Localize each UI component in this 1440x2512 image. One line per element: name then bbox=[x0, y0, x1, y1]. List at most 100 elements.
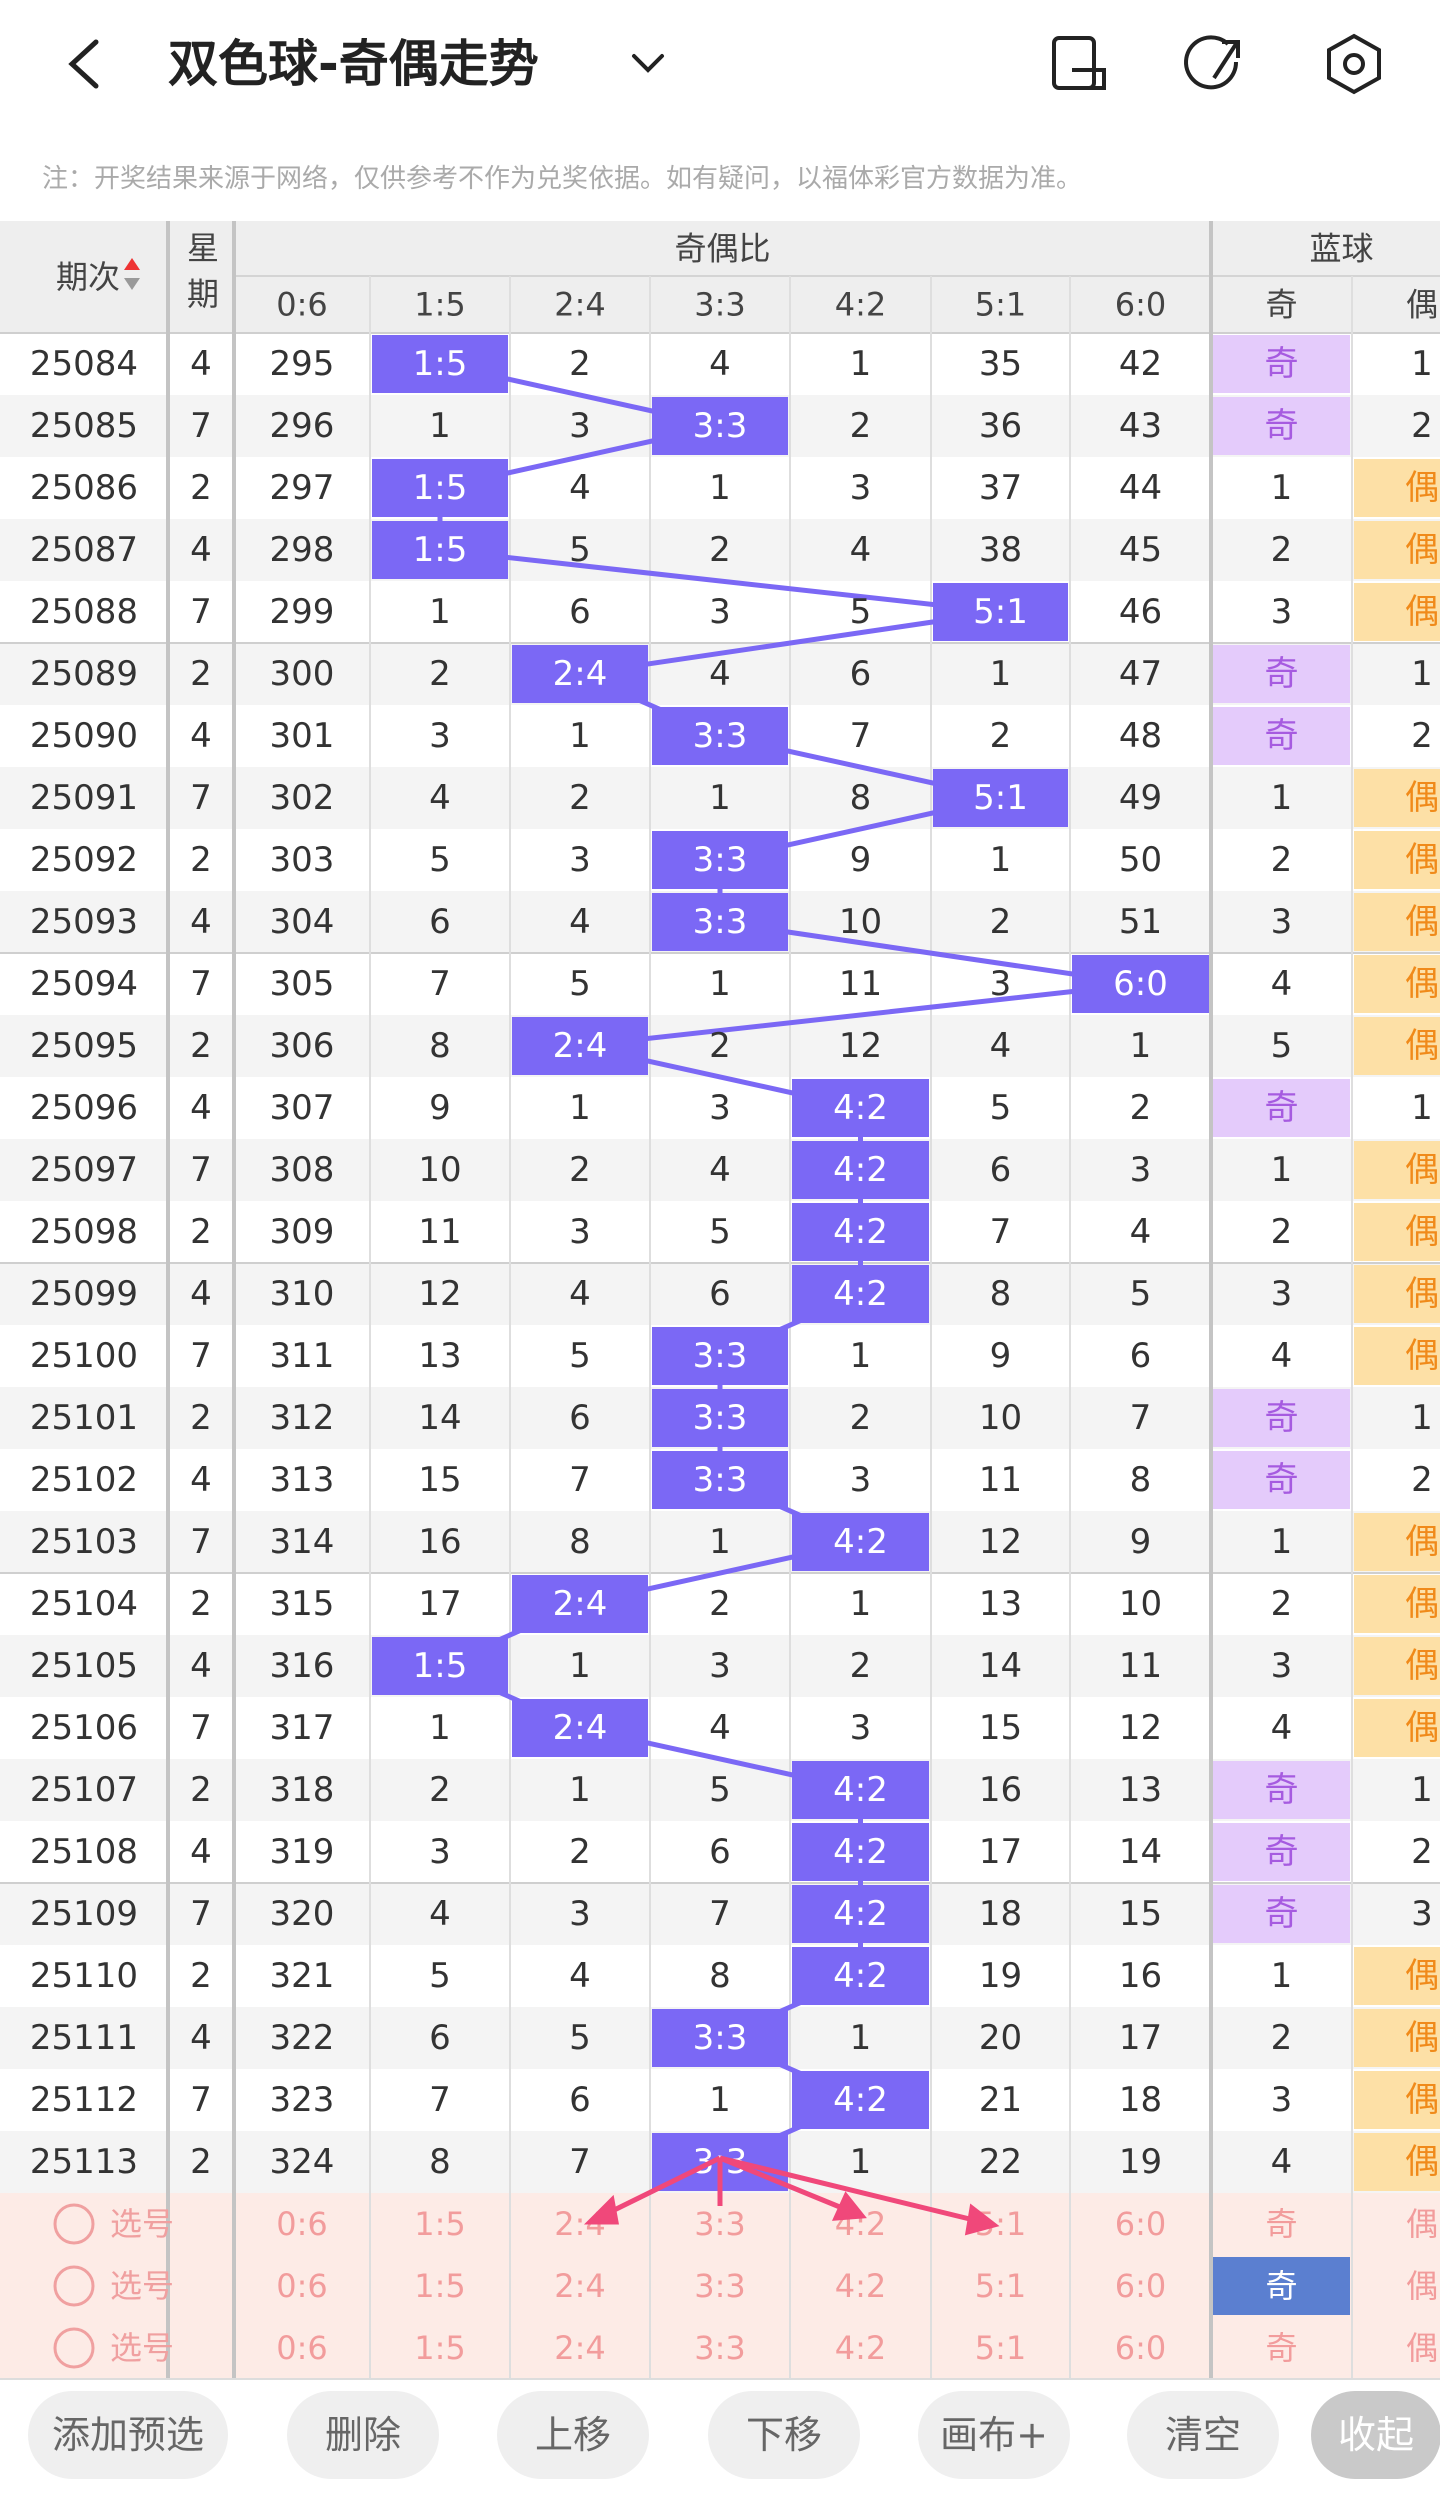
table-cell: 奇 bbox=[1265, 1460, 1299, 1500]
table-cell: 6 bbox=[569, 2080, 591, 2120]
select-option[interactable]: 0:6 bbox=[276, 2267, 328, 2305]
sort-icon[interactable] bbox=[124, 258, 140, 270]
table-cell: 5 bbox=[1271, 1026, 1293, 1066]
settings-icon[interactable] bbox=[1327, 33, 1381, 95]
notice: 注：开奖结果来源于网络，仅供参考不作为兑奖依据。如有疑问，以福体彩官方数据为准。 bbox=[42, 164, 1082, 194]
select-option[interactable]: 2:4 bbox=[554, 2267, 606, 2305]
table-cell: 1 bbox=[850, 2142, 872, 2182]
odd-highlight bbox=[1213, 1823, 1350, 1881]
select-radio[interactable] bbox=[53, 2327, 95, 2369]
week-cell: 2 bbox=[190, 654, 212, 694]
table-cell: 2:4 bbox=[553, 1584, 608, 1624]
table-cell: 1:5 bbox=[413, 530, 468, 570]
table-cell: 2 bbox=[1411, 406, 1433, 446]
toolbar-button[interactable] bbox=[1311, 2391, 1440, 2479]
toolbar-button[interactable] bbox=[918, 2391, 1070, 2479]
select-option[interactable]: 偶 bbox=[1406, 2329, 1438, 2367]
title-dropdown[interactable] bbox=[632, 54, 664, 73]
table-cell: 3 bbox=[1271, 1274, 1293, 1314]
table-cell: 1 bbox=[709, 778, 731, 818]
table-cell: 奇 bbox=[1265, 1398, 1299, 1438]
select-option[interactable]: 6:0 bbox=[1115, 2329, 1167, 2367]
table-cell: 3 bbox=[709, 1088, 731, 1128]
table-cell: 306 bbox=[270, 1026, 335, 1066]
ratio-highlight bbox=[652, 1451, 788, 1509]
toolbar-button-label[interactable]: 上移 bbox=[535, 2413, 611, 2457]
period-cell: 25084 bbox=[30, 344, 138, 384]
back-button[interactable] bbox=[68, 39, 99, 89]
select-option[interactable]: 0:6 bbox=[276, 2329, 328, 2367]
table-cell: 311 bbox=[270, 1336, 335, 1376]
table-cell: 4 bbox=[1130, 1212, 1152, 1252]
period-cell: 25110 bbox=[30, 1956, 138, 1996]
toolbar-button[interactable] bbox=[287, 2391, 439, 2479]
week-cell: 4 bbox=[190, 716, 212, 756]
table-cell: 12 bbox=[418, 1274, 461, 1314]
table-cell: 13 bbox=[1119, 1770, 1162, 1810]
table-cell: 6 bbox=[709, 1832, 731, 1872]
table-cell: 2 bbox=[569, 778, 591, 818]
selection-bg bbox=[0, 2317, 1440, 2379]
select-option[interactable]: 4:2 bbox=[835, 2329, 887, 2367]
share-icon[interactable] bbox=[1184, 35, 1240, 90]
table-cell: 307 bbox=[270, 1088, 335, 1128]
select-option[interactable]: 偶 bbox=[1406, 2267, 1438, 2305]
period-cell: 25102 bbox=[30, 1460, 138, 1500]
toolbar-button-label[interactable]: 添加预选 bbox=[52, 2413, 204, 2457]
period-cell: 25105 bbox=[30, 1646, 138, 1686]
select-option[interactable]: 3:3 bbox=[694, 2267, 746, 2305]
select-option[interactable]: 5:1 bbox=[975, 2267, 1027, 2305]
ratio-highlight bbox=[372, 1637, 508, 1695]
select-option[interactable]: 6:0 bbox=[1115, 2267, 1167, 2305]
select-option[interactable]: 6:0 bbox=[1115, 2205, 1167, 2243]
odd-highlight bbox=[1213, 1079, 1350, 1137]
toolbar-button[interactable] bbox=[28, 2391, 228, 2479]
highlights bbox=[372, 335, 1440, 2315]
odd-highlight bbox=[1213, 397, 1350, 455]
select-option[interactable]: 奇 bbox=[1265, 2329, 1297, 2367]
period-cell: 25091 bbox=[30, 778, 138, 818]
table-cell: 4 bbox=[1271, 2142, 1293, 2182]
table-cell: 2 bbox=[429, 654, 451, 694]
table-cell: 2 bbox=[1271, 2018, 1293, 2058]
table-cell: 2 bbox=[1411, 1460, 1433, 1500]
select-option[interactable]: 奇 bbox=[1265, 2267, 1297, 2305]
table-cell: 偶 bbox=[1405, 840, 1439, 880]
table-cell: 2 bbox=[1271, 840, 1293, 880]
select-option[interactable]: 1:5 bbox=[414, 2267, 466, 2305]
toolbar-button[interactable] bbox=[708, 2391, 860, 2479]
even-highlight bbox=[1354, 521, 1440, 579]
even-highlight bbox=[1354, 1203, 1440, 1261]
table-cell: 317 bbox=[270, 1708, 335, 1748]
table-cell: 14 bbox=[979, 1646, 1022, 1686]
select-option[interactable]: 4:2 bbox=[835, 2267, 887, 2305]
table-cell: 3 bbox=[569, 840, 591, 880]
table-cell: 44 bbox=[1119, 468, 1162, 508]
toolbar-button[interactable] bbox=[497, 2391, 649, 2479]
select-option[interactable]: 2:4 bbox=[554, 2329, 606, 2367]
toolbar-button-label[interactable]: 下移 bbox=[746, 2413, 822, 2457]
ratio-highlight bbox=[652, 831, 788, 889]
table-cell: 51 bbox=[1119, 902, 1162, 942]
select-option[interactable]: 偶 bbox=[1406, 2205, 1438, 2243]
select-option[interactable]: 1:5 bbox=[414, 2329, 466, 2367]
select-option[interactable]: 3:3 bbox=[694, 2329, 746, 2367]
select-option[interactable]: 5:1 bbox=[975, 2329, 1027, 2367]
toolbar-button-label[interactable]: 删除 bbox=[325, 2413, 401, 2457]
toolbar-button-label[interactable]: 收起 bbox=[1338, 2413, 1414, 2457]
screen-icon[interactable] bbox=[1052, 36, 1106, 90]
toolbar-button-label[interactable]: 画布+ bbox=[940, 2413, 1048, 2457]
week-cell: 7 bbox=[190, 778, 212, 818]
table-cell: 2:4 bbox=[553, 654, 608, 694]
select-option[interactable]: 1:5 bbox=[414, 2205, 466, 2243]
toolbar-button[interactable] bbox=[1127, 2391, 1279, 2479]
table-cell: 偶 bbox=[1405, 902, 1439, 942]
table-cell: 8 bbox=[429, 1026, 451, 1066]
select-option[interactable]: 3:3 bbox=[694, 2205, 746, 2243]
select-option[interactable]: 奇 bbox=[1265, 2205, 1297, 2243]
table-cell: 6 bbox=[990, 1150, 1012, 1190]
select-radio[interactable] bbox=[53, 2265, 95, 2307]
select-radio[interactable] bbox=[53, 2203, 95, 2245]
toolbar-button-label[interactable]: 清空 bbox=[1165, 2413, 1241, 2457]
select-option[interactable]: 0:6 bbox=[276, 2205, 328, 2243]
